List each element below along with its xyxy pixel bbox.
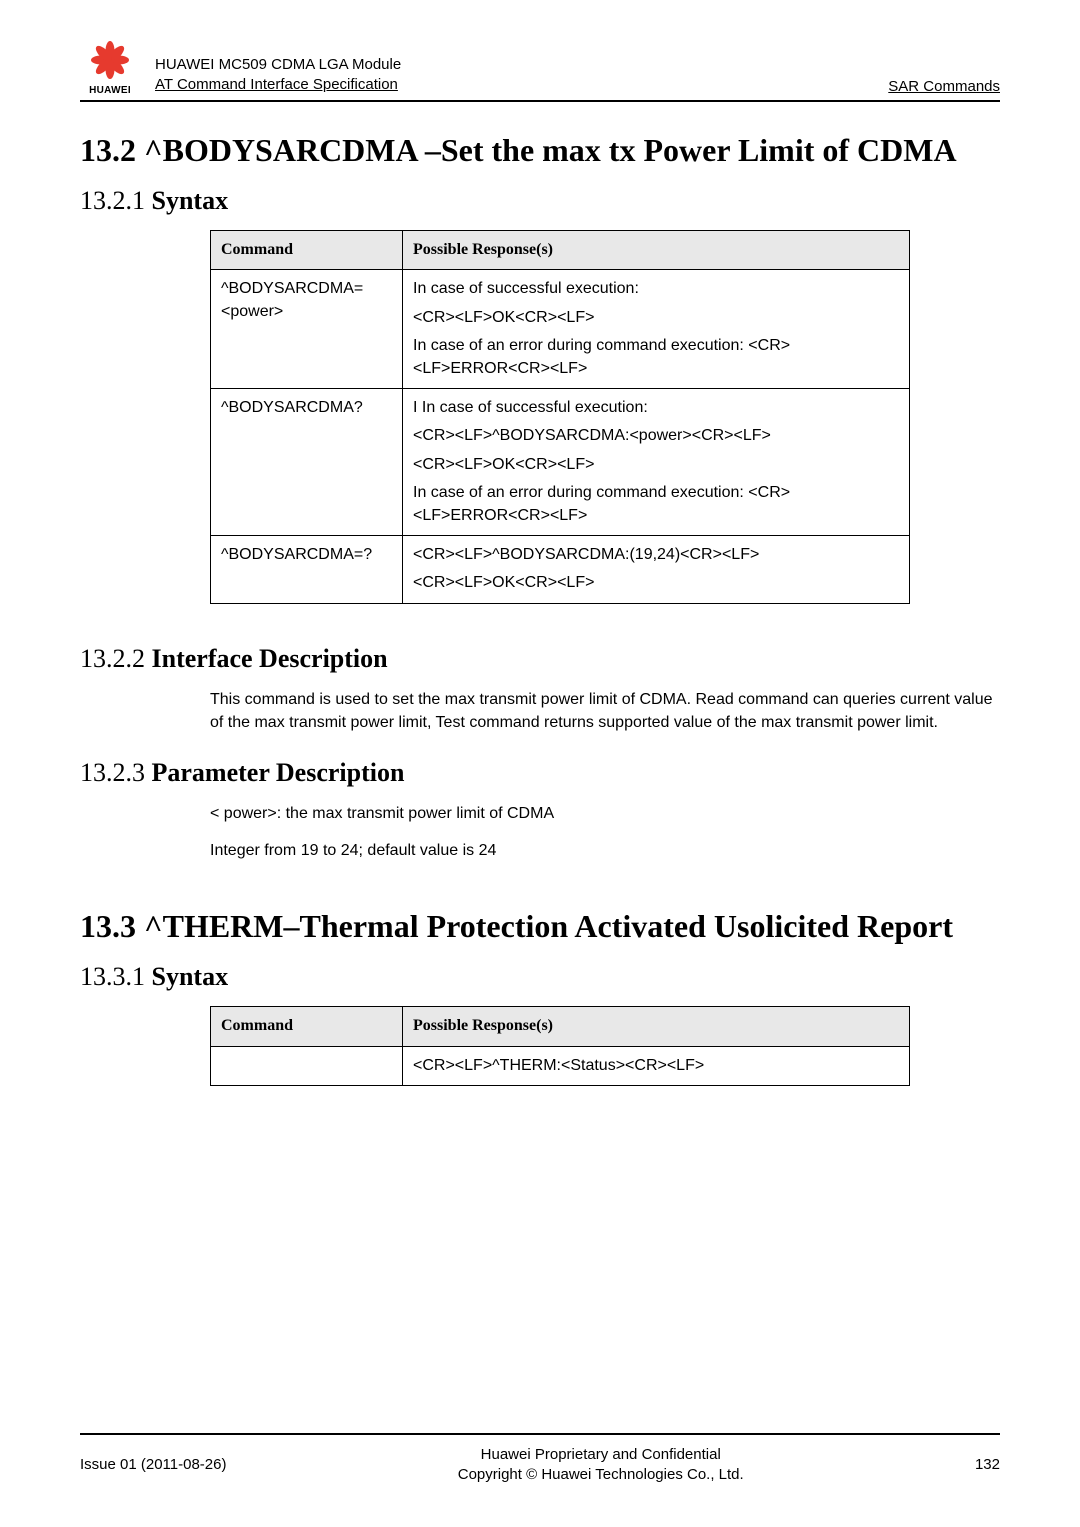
table-header-row: Command Possible Response(s) bbox=[211, 1007, 910, 1046]
header-rule bbox=[80, 100, 1000, 102]
resp-cell: <CR><LF>^BODYSARCDMA:(19,24)<CR><LF> <CR… bbox=[403, 535, 910, 603]
section-label: Parameter Description bbox=[145, 758, 404, 787]
interface-description-body: This command is used to set the max tran… bbox=[210, 688, 1000, 734]
page-header: HUAWEI HUAWEI MC509 CDMA LGA Module AT C… bbox=[80, 40, 1000, 96]
resp-line: <CR><LF>OK<CR><LF> bbox=[413, 307, 899, 329]
section-label: Syntax bbox=[145, 962, 228, 991]
resp-line: <CR><LF>^BODYSARCDMA:<power><CR><LF> bbox=[413, 425, 899, 447]
page-content: HUAWEI HUAWEI MC509 CDMA LGA Module AT C… bbox=[0, 0, 1080, 1086]
section-13-2-3-heading: 13.2.3 Parameter Description bbox=[80, 758, 1000, 788]
param-line1: < power>: the max transmit power limit o… bbox=[210, 802, 1000, 825]
section-num: 13.2.1 bbox=[80, 186, 145, 215]
cmd-cell: ^BODYSARCDMA? bbox=[211, 388, 403, 535]
footer-row: Issue 01 (2011-08-26) Huawei Proprietary… bbox=[80, 1445, 1000, 1486]
th-command: Command bbox=[211, 1007, 403, 1046]
resp-line: In case of successful execution: bbox=[413, 278, 899, 300]
resp-cell: I In case of successful execution: <CR><… bbox=[403, 388, 910, 535]
table-header-row: Command Possible Response(s) bbox=[211, 231, 910, 270]
section-13-3-title: 13.3 ^THERM–Thermal Protection Activated… bbox=[80, 906, 1000, 946]
section-num: 13.2.2 bbox=[80, 644, 145, 673]
section-13-2-1-heading: 13.2.1 Syntax bbox=[80, 186, 1000, 216]
huawei-flower-icon bbox=[85, 40, 135, 80]
section-label: Syntax bbox=[145, 186, 228, 215]
footer-center: Huawei Proprietary and Confidential Copy… bbox=[226, 1445, 974, 1486]
section-num: 13.3.1 bbox=[80, 962, 145, 991]
section-13-2-2-heading: 13.2.2 Interface Description bbox=[80, 644, 1000, 674]
cmd-cell: ^BODYSARCDMA=<power> bbox=[211, 270, 403, 389]
header-title-line2: AT Command Interface Specification bbox=[155, 75, 888, 95]
syntax-table-13-3: Command Possible Response(s) <CR><LF>^TH… bbox=[210, 1006, 910, 1086]
th-response: Possible Response(s) bbox=[403, 231, 910, 270]
cmd-cell: ^BODYSARCDMA=? bbox=[211, 535, 403, 603]
header-title: HUAWEI MC509 CDMA LGA Module AT Command … bbox=[155, 55, 888, 97]
page-footer: Issue 01 (2011-08-26) Huawei Proprietary… bbox=[80, 1433, 1000, 1485]
footer-proprietary: Huawei Proprietary and Confidential bbox=[226, 1445, 974, 1465]
resp-cell: In case of successful execution: <CR><LF… bbox=[403, 270, 910, 389]
param-line2: Integer from 19 to 24; default value is … bbox=[210, 839, 1000, 862]
footer-page-number: 132 bbox=[975, 1456, 1000, 1473]
huawei-logo-text: HUAWEI bbox=[80, 85, 140, 96]
header-title-line1: HUAWEI MC509 CDMA LGA Module bbox=[155, 55, 888, 75]
resp-line: In case of an error during command execu… bbox=[413, 335, 899, 380]
table-row: <CR><LF>^THERM:<Status><CR><LF> bbox=[211, 1046, 910, 1085]
cmd-cell bbox=[211, 1046, 403, 1085]
th-response: Possible Response(s) bbox=[403, 1007, 910, 1046]
table-row: ^BODYSARCDMA? I In case of successful ex… bbox=[211, 388, 910, 535]
section-num: 13.2.3 bbox=[80, 758, 145, 787]
resp-line: <CR><LF>^THERM:<Status><CR><LF> bbox=[413, 1055, 899, 1077]
syntax-table-13-2: Command Possible Response(s) ^BODYSARCDM… bbox=[210, 230, 910, 604]
header-section: SAR Commands bbox=[888, 78, 1000, 96]
huawei-logo: HUAWEI bbox=[80, 40, 140, 96]
section-13-2-title: 13.2 ^BODYSARCDMA –Set the max tx Power … bbox=[80, 130, 1000, 170]
footer-copyright: Copyright © Huawei Technologies Co., Ltd… bbox=[226, 1465, 974, 1485]
resp-line: <CR><LF>OK<CR><LF> bbox=[413, 572, 899, 594]
resp-line: I In case of successful execution: bbox=[413, 397, 899, 419]
footer-issue: Issue 01 (2011-08-26) bbox=[80, 1456, 226, 1473]
resp-line: <CR><LF>^BODYSARCDMA:(19,24)<CR><LF> bbox=[413, 544, 899, 566]
footer-rule bbox=[80, 1433, 1000, 1435]
resp-line: In case of an error during command execu… bbox=[413, 482, 899, 527]
resp-line: <CR><LF>OK<CR><LF> bbox=[413, 454, 899, 476]
table-row: ^BODYSARCDMA=? <CR><LF>^BODYSARCDMA:(19,… bbox=[211, 535, 910, 603]
resp-cell: <CR><LF>^THERM:<Status><CR><LF> bbox=[403, 1046, 910, 1085]
th-command: Command bbox=[211, 231, 403, 270]
section-13-3-1-heading: 13.3.1 Syntax bbox=[80, 962, 1000, 992]
section-label: Interface Description bbox=[145, 644, 388, 673]
table-row: ^BODYSARCDMA=<power> In case of successf… bbox=[211, 270, 910, 389]
